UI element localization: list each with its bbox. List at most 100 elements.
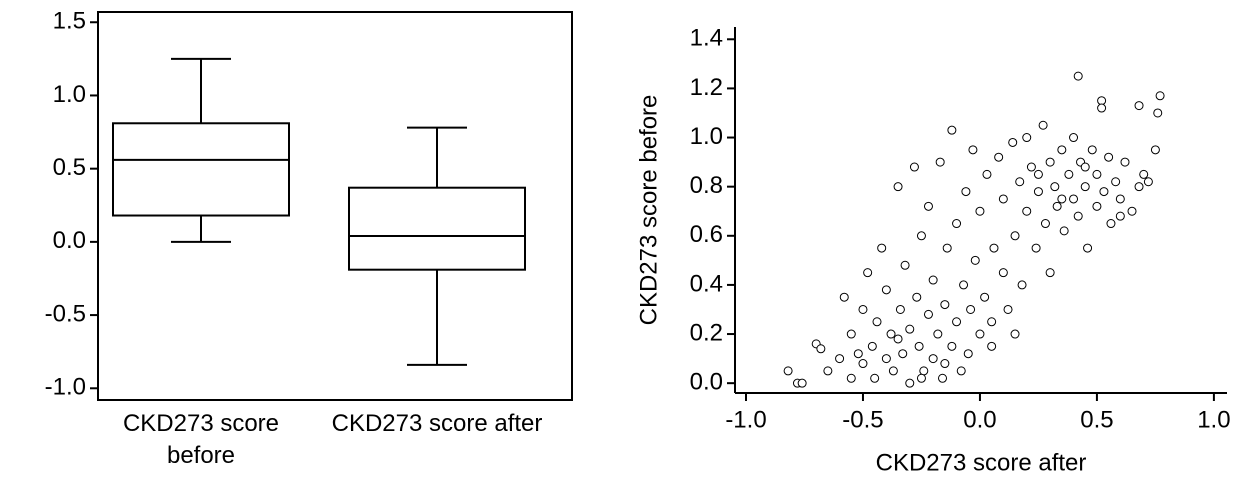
point [1073,211,1083,221]
point [966,304,976,314]
point [1087,145,1097,155]
point [956,366,966,376]
point [1057,194,1067,204]
x-tick-label: 1.0 [1197,406,1230,433]
point [1052,201,1062,211]
point [1083,243,1093,253]
x-tick-label: 0.5 [1080,406,1113,433]
point [1080,182,1090,192]
point [888,366,898,376]
point [933,329,943,339]
point [952,317,962,327]
point [839,292,849,302]
point [1092,169,1102,179]
point [1033,187,1043,197]
point [846,373,856,383]
point [998,268,1008,278]
y-tick-label: 0.5 [53,154,86,181]
point [1097,103,1107,113]
point [870,373,880,383]
point [1069,194,1079,204]
point [975,206,985,216]
point [1134,182,1144,192]
point [858,304,868,314]
point [1017,280,1027,290]
point [853,349,863,359]
point [959,280,969,290]
y-axis-label: CKD273 score before [635,95,662,326]
point [1022,206,1032,216]
y-tick-label: 0.6 [690,221,723,248]
y-tick-label: -0.5 [45,300,86,327]
y-tick-label: 0.8 [690,172,723,199]
point [1127,206,1137,216]
point [1139,169,1149,179]
box [348,186,526,271]
plot-frame [97,11,573,401]
point [1059,226,1069,236]
point [912,292,922,302]
point [1015,177,1025,187]
point [893,182,903,192]
point [1099,187,1109,197]
point [1038,120,1048,130]
point [940,359,950,369]
point [905,324,915,334]
y-tick-label: 1.0 [53,81,86,108]
point [1010,329,1020,339]
point [947,125,957,135]
y-tick-label: 0.0 [53,227,86,254]
point [1073,71,1083,81]
y-tick-label: 1.2 [690,74,723,101]
point [886,329,896,339]
point [952,219,962,229]
point [1045,157,1055,167]
point [963,349,973,359]
x-tick-label: 0.0 [963,406,996,433]
point [916,373,926,383]
point [823,366,833,376]
point [1031,243,1041,253]
point [1115,211,1125,221]
point [968,145,978,155]
point [1092,201,1102,211]
point [1050,182,1060,192]
point [998,194,1008,204]
point [1040,219,1050,229]
y-tick-label: -1.0 [45,374,86,401]
point [942,243,952,253]
x-tick-label-box: CKD273 score before [122,410,280,469]
point [1150,145,1160,155]
x-tick-label: CKD273 score after [331,410,543,437]
point [961,187,971,197]
point [1064,169,1074,179]
point [1045,268,1055,278]
point [1134,101,1144,111]
point [970,255,980,265]
point [1057,145,1067,155]
y-tick-label: 1.5 [53,8,86,35]
x-tick-label: CKD273 score before [122,410,280,469]
point [898,349,908,359]
point [863,268,873,278]
point [1111,177,1121,187]
point [1008,137,1018,147]
point [872,317,882,327]
x-tick-label: -0.5 [842,406,883,433]
point [928,275,938,285]
point [1003,304,1013,314]
point [975,329,985,339]
y-tick-label: 1.4 [690,25,723,52]
point [938,373,948,383]
point [1155,91,1165,101]
point [867,341,877,351]
point [989,243,999,253]
point [846,329,856,339]
point [1022,133,1032,143]
point [914,341,924,351]
point [895,304,905,314]
point [935,157,945,167]
x-tick-label: -1.0 [725,406,766,433]
point [877,243,887,253]
y-tick-label: 1.0 [690,123,723,150]
